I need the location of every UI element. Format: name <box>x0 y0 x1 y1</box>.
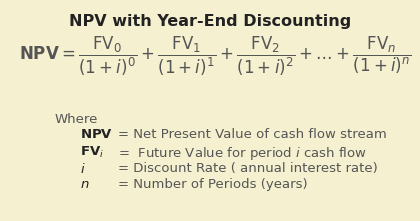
Text: NPV with Year-End Discounting: NPV with Year-End Discounting <box>69 14 351 29</box>
Text: = Net Present Value of cash flow stream: = Net Present Value of cash flow stream <box>118 128 387 141</box>
Text: $\mathbf{NPV}$: $\mathbf{NPV}$ <box>80 128 113 141</box>
Text: $\mathbf{NPV} = \dfrac{\mathrm{FV}_0}{(1+i)^0} + \dfrac{\mathrm{FV}_1}{(1+i)^1} : $\mathbf{NPV} = \dfrac{\mathrm{FV}_0}{(1… <box>19 34 411 78</box>
Text: $\mathbf{FV}_{\mathit{i}}$: $\mathbf{FV}_{\mathit{i}}$ <box>80 145 104 160</box>
Text: Where: Where <box>55 113 98 126</box>
Text: = Discount Rate ( annual interest rate): = Discount Rate ( annual interest rate) <box>118 162 378 175</box>
Text: = Number of Periods (years): = Number of Periods (years) <box>118 178 307 191</box>
Text: $\mathit{i}$: $\mathit{i}$ <box>80 162 86 176</box>
Text: =  Future Value for period $i$ cash flow: = Future Value for period $i$ cash flow <box>118 145 367 162</box>
Text: $\mathit{n}$: $\mathit{n}$ <box>80 178 89 191</box>
